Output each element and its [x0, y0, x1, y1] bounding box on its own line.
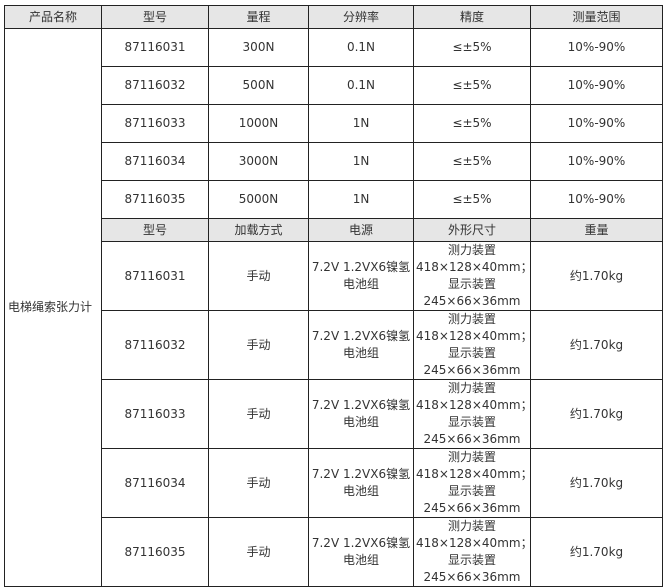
table-cell: 7.2V 1.2VX6镍氢电池组: [308, 379, 414, 449]
column-header: 精度: [413, 5, 531, 29]
column-header: 型号: [101, 218, 209, 242]
table-cell: 7.2V 1.2VX6镍氢电池组: [308, 241, 414, 311]
column-header: 分辨率: [308, 5, 414, 29]
table-cell: 10%-90%: [530, 142, 663, 181]
table-cell: 10%-90%: [530, 104, 663, 143]
column-header: 量程: [208, 5, 309, 29]
product-name-cell: 电梯绳索张力计: [4, 28, 102, 587]
table-cell: ≤±5%: [413, 142, 531, 181]
column-header: 电源: [308, 218, 414, 242]
table-row: 87116032 手动 7.2V 1.2VX6镍氢电池组 测力装置418×128×40…: [5, 310, 663, 380]
table-cell: 0.1N: [308, 66, 414, 105]
table-cell: 测力装置418×128×40mm；显示装置245×66×36mm: [413, 310, 533, 380]
spec-table: 产品名称 型号 量程 分辨率 精度 测量范围 电梯绳索张力计 87116031 300N 0.1N…: [4, 5, 663, 587]
table-cell: 手动: [208, 379, 309, 449]
table-cell: 87116035: [101, 517, 209, 587]
table-cell: 300N: [208, 28, 309, 67]
table-cell: 87116033: [101, 379, 209, 449]
table-cell: 测力装置418×128×40mm；显示装置245×66×36mm: [413, 517, 533, 587]
table-cell: 约1.70kg: [530, 310, 663, 380]
table-cell: ≤±5%: [413, 180, 531, 219]
table-cell: 7.2V 1.2VX6镍氢电池组: [308, 310, 414, 380]
table-cell: 87116032: [101, 66, 209, 105]
table-cell: 测力装置418×128×40mm；显示装置245×66×36mm: [413, 448, 533, 518]
table-row: 87116033 1000N 1N ≤±5% 10%-90%: [5, 104, 663, 143]
table-cell: 87116032: [101, 310, 209, 380]
column-header: 外形尺寸: [413, 218, 531, 242]
table-row: 电梯绳索张力计 87116031 300N 0.1N ≤±5% 10%-90%: [4, 28, 663, 587]
table-cell: 87116031: [101, 241, 209, 311]
table-cell: 手动: [208, 241, 309, 311]
table-row: 87116035 手动 7.2V 1.2VX6镍氢电池组 测力装置418×128×40…: [5, 517, 663, 587]
table-cell: 87116034: [101, 448, 209, 518]
table-row: 87116033 手动 7.2V 1.2VX6镍氢电池组 测力装置418×128×40…: [5, 379, 663, 449]
table-cell: ≤±5%: [413, 66, 531, 105]
table-cell: 1N: [308, 180, 414, 219]
table-cell: 10%-90%: [530, 28, 663, 67]
table-cell: 0.1N: [308, 28, 414, 67]
table-cell: 测力装置418×128×40mm；显示装置245×66×36mm: [413, 379, 533, 449]
column-header: 产品名称: [4, 5, 102, 29]
header-row: 产品名称 型号 量程 分辨率 精度 测量范围: [4, 5, 663, 29]
table-cell: 500N: [208, 66, 309, 105]
table-cell: 约1.70kg: [530, 448, 663, 518]
table-cell: 87116033: [101, 104, 209, 143]
column-header: 重量: [530, 218, 663, 242]
table-cell: 约1.70kg: [530, 517, 663, 587]
column-header: 型号: [101, 5, 209, 29]
table-row: 87116031 手动 7.2V 1.2VX6镍氢电池组 测力装置418×128×40…: [5, 241, 663, 311]
column-header: 测量范围: [530, 5, 663, 29]
table-cell: ≤±5%: [413, 28, 531, 67]
table-cell: 5000N: [208, 180, 309, 219]
table-cell: 7.2V 1.2VX6镍氢电池组: [308, 517, 414, 587]
table-row: 87116035 5000N 1N ≤±5% 10%-90%: [5, 180, 663, 219]
table-cell: 测力装置418×128×40mm；显示装置245×66×36mm: [413, 241, 533, 311]
table-cell: 1000N: [208, 104, 309, 143]
column-header: 加载方式: [208, 218, 309, 242]
table-cell: 1N: [308, 104, 414, 143]
table-cell: 1N: [308, 142, 414, 181]
table-cell: ≤±5%: [413, 104, 531, 143]
table-cell: 10%-90%: [530, 180, 663, 219]
table-cell: 87116034: [101, 142, 209, 181]
table-row: 87116032 500N 0.1N ≤±5% 10%-90%: [5, 66, 663, 105]
table-cell: 7.2V 1.2VX6镍氢电池组: [308, 448, 414, 518]
header-row-2: 型号 加载方式 电源 外形尺寸 重量: [5, 218, 663, 242]
table-cell: 3000N: [208, 142, 309, 181]
table-row: 87116034 手动 7.2V 1.2VX6镍氢电池组 测力装置418×128×40…: [5, 448, 663, 518]
table-cell: 10%-90%: [530, 66, 663, 105]
table-row: 87116034 3000N 1N ≤±5% 10%-90%: [5, 142, 663, 181]
table-cell: 手动: [208, 448, 309, 518]
table-cell: 87116035: [101, 180, 209, 219]
table-cell: 手动: [208, 310, 309, 380]
table-cell: 约1.70kg: [530, 379, 663, 449]
table-cell: 手动: [208, 517, 309, 587]
table-cell: 87116031: [101, 28, 209, 67]
table-cell: 约1.70kg: [530, 241, 663, 311]
